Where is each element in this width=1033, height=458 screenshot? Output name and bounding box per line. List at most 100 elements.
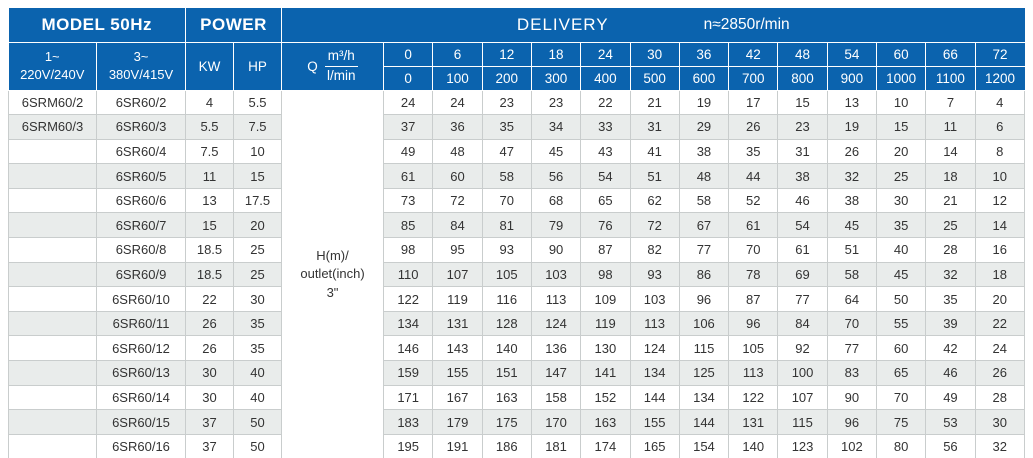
kw-cell: 37 [185, 433, 234, 458]
head-value-cell: 165 [629, 433, 680, 458]
model-1ph-cell [8, 187, 97, 214]
flow-m3h-cell: 6 [432, 41, 483, 67]
head-value-cell: 61 [383, 163, 434, 189]
head-value-cell: 141 [580, 360, 631, 386]
head-value-cell: 12 [974, 187, 1026, 214]
model-3ph-cell: 6SR60/5 [96, 163, 186, 189]
head-value-cell: 171 [383, 384, 434, 411]
head-value-cell: 122 [728, 384, 779, 411]
head-value-cell: 134 [383, 310, 434, 337]
head-value-cell: 122 [383, 286, 434, 312]
head-value-cell: 140 [728, 433, 779, 458]
head-value-cell: 26 [826, 138, 877, 165]
kw-cell: 4 [185, 89, 234, 116]
head-value-cell: 81 [481, 212, 532, 239]
head-value-cell: 56 [925, 433, 976, 458]
spec-rows: 6SRM60/2 6SR60/2 4 5.5 H(m)/outlet(inch) 3" 24… [8, 89, 1026, 458]
model-3ph-cell: 6SR60/7 [96, 212, 186, 239]
model-3ph-cell: 6SR60/9 [96, 261, 186, 288]
head-value-cell: 103 [530, 261, 582, 288]
phase3-header: 3~ 380V/415V [96, 41, 186, 91]
flow-m3h-cell: 36 [678, 41, 730, 67]
spec-row: 6SRM60/2 6SR60/2 4 5.5 H(m)/outlet(inch) 3" 24… [8, 89, 1026, 458]
flow-lmin-cell: 1200 [974, 65, 1025, 91]
head-value-cell: 13 [826, 89, 877, 116]
head-value-cell: 32 [974, 433, 1026, 458]
head-value-cell: 58 [481, 163, 532, 189]
head-value-cell: 93 [481, 237, 532, 263]
head-value-cell: 144 [678, 409, 730, 435]
head-value-cell: 24 [383, 89, 434, 116]
hp-cell: 30 [232, 286, 283, 312]
head-value-cell: 36 [432, 114, 483, 140]
head-value-cell: 183 [383, 409, 434, 435]
model-3ph-cell: 6SR60/15 [96, 409, 186, 435]
head-value-cell: 96 [678, 286, 730, 312]
head-value-cell: 96 [728, 310, 779, 337]
kw-cell: 37 [185, 409, 234, 435]
q-units: m³/h l/min [324, 48, 358, 83]
spec-row: 6SR60/15 37 50 183 179 175 170 163 155 144 131 115 9… [8, 409, 1026, 435]
delivery-title: DELIVERY [516, 14, 609, 34]
flow-m3h-cell: 72 [974, 41, 1025, 67]
hp-cell: 50 [232, 433, 283, 458]
head-value-cell: 46 [925, 360, 976, 386]
head-value-cell: 113 [728, 360, 779, 386]
hp-cell: 35 [232, 310, 283, 337]
head-value-cell: 15 [875, 114, 927, 140]
hp-cell: 15 [232, 163, 283, 189]
head-value-cell: 38 [678, 138, 730, 165]
head-value-cell: 140 [481, 335, 532, 362]
head-value-cell: 70 [481, 187, 532, 214]
head-value-cell: 56 [530, 163, 582, 189]
head-value-cell: 163 [580, 409, 631, 435]
model-header: MODEL 50Hz [8, 8, 186, 43]
head-value-cell: 124 [629, 335, 680, 362]
head-value-cell: 124 [530, 310, 582, 337]
head-value-cell: 151 [481, 360, 532, 386]
head-value-cell: 87 [580, 237, 631, 263]
head-value-cell: 7 [925, 89, 976, 116]
phase1-voltage: 220V/240V [20, 67, 85, 82]
head-value-cell: 35 [728, 138, 779, 165]
head-value-cell: 8 [974, 138, 1026, 165]
head-value-cell: 38 [826, 187, 877, 214]
head-value-cell: 76 [580, 212, 631, 239]
flow-m3h-cell: 30 [629, 41, 680, 67]
flow-m3h-cell: 60 [875, 41, 927, 67]
hp-cell: 35 [232, 335, 283, 362]
head-value-cell: 115 [678, 335, 730, 362]
hp-cell: 25 [232, 237, 283, 263]
head-value-cell: 65 [580, 187, 631, 214]
head-value-cell: 102 [826, 433, 877, 458]
head-value-cell: 50 [875, 286, 927, 312]
head-value-cell: 131 [432, 310, 483, 337]
spec-row: 6SR60/5 11 15 61 60 58 56 54 51 48 44 38 32 25 18 10 [8, 163, 1026, 189]
kw-cell: 22 [185, 286, 234, 312]
head-outlet-line: H(m)/ [316, 248, 349, 264]
header-row-sub: 1~ 220V/240V 3~ 380V/415V KW HP Q m³/h l… [8, 41, 1025, 91]
head-value-cell: 23 [777, 114, 828, 140]
q-header: Q m³/h l/min [281, 41, 385, 91]
hp-cell: 7.5 [232, 114, 283, 140]
head-value-cell: 167 [432, 384, 483, 411]
head-value-cell: 6 [974, 114, 1026, 140]
model-3ph-cell: 6SR60/14 [96, 384, 186, 411]
head-value-cell: 60 [432, 163, 483, 189]
head-value-cell: 64 [826, 286, 877, 312]
head-value-cell: 87 [728, 286, 779, 312]
head-value-cell: 70 [826, 310, 877, 337]
head-value-cell: 90 [530, 237, 582, 263]
head-value-cell: 147 [530, 360, 582, 386]
kw-cell: 15 [185, 212, 234, 239]
head-value-cell: 31 [629, 114, 680, 140]
flow-m3h-cell: 12 [481, 41, 532, 67]
head-value-cell: 72 [629, 212, 680, 239]
head-value-cell: 107 [777, 384, 828, 411]
head-value-cell: 131 [728, 409, 779, 435]
head-value-cell: 109 [580, 286, 631, 312]
head-value-cell: 82 [629, 237, 680, 263]
kw-cell: 13 [185, 187, 234, 214]
head-value-cell: 134 [678, 384, 730, 411]
head-value-cell: 58 [678, 187, 730, 214]
